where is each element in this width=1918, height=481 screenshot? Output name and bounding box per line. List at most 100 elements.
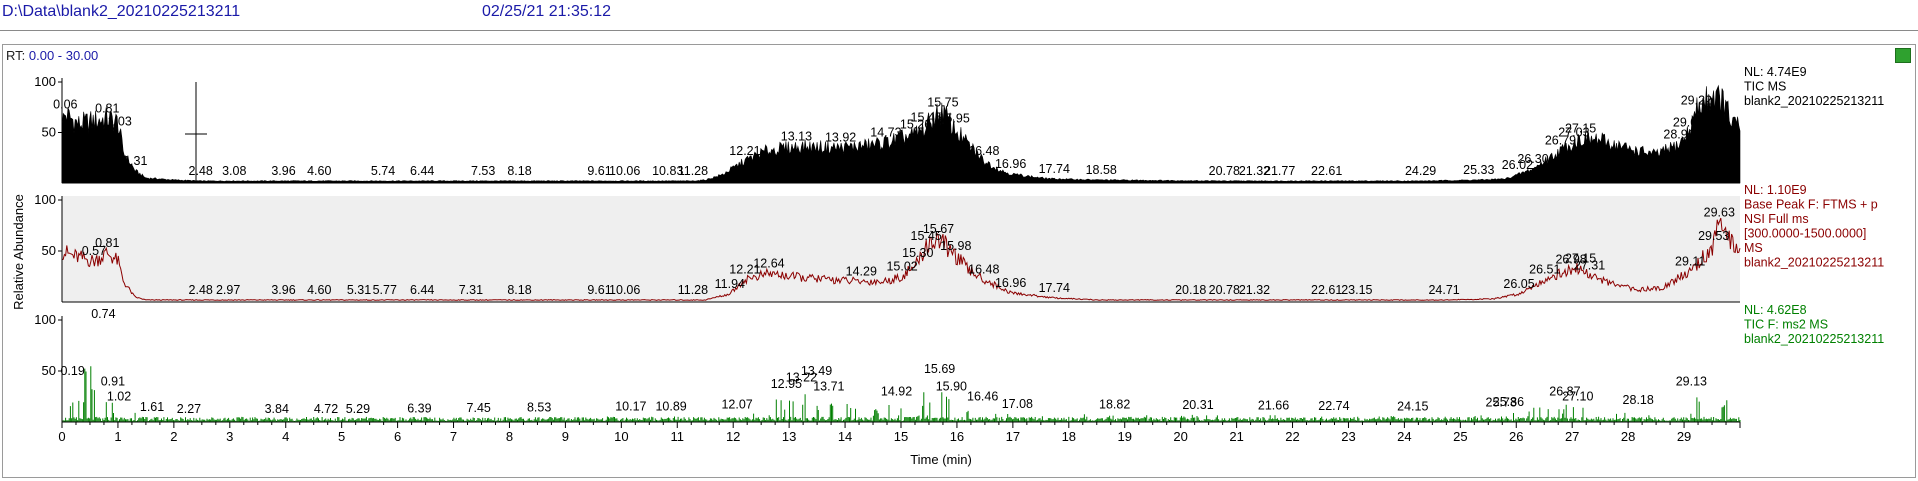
x-tick-label: 25: [1453, 429, 1467, 444]
y-tick-label: 100: [34, 312, 56, 327]
peak-label: 22.61: [1311, 283, 1342, 297]
x-tick-label: 29: [1677, 429, 1691, 444]
peak-label: 10.17: [615, 400, 646, 414]
peak-label: 15.75: [927, 95, 958, 109]
peak-label: 21.77: [1264, 164, 1295, 178]
peak-label: 10.89: [655, 399, 686, 413]
peak-label: 18.82: [1099, 398, 1130, 412]
peak-label: 26.79: [1545, 134, 1576, 148]
x-tick-label: 22: [1285, 429, 1299, 444]
peak-label: 27.03: [1558, 126, 1589, 140]
peak-label: 2.48: [189, 164, 213, 178]
peak-label: 12.07: [721, 397, 752, 411]
x-tick-label: 9: [562, 429, 569, 444]
peak-label: 29.22: [1681, 93, 1712, 107]
trace-info-line: MS: [1744, 241, 1763, 255]
x-tick-label: 2: [170, 429, 177, 444]
peak-label: 27.15: [1565, 251, 1596, 265]
peak-label: 11.28: [678, 164, 708, 178]
view-toggle-button[interactable]: [1895, 48, 1911, 63]
x-tick-label: 16: [950, 429, 964, 444]
peak-label: 15.02: [886, 260, 917, 274]
x-tick-label: 4: [282, 429, 289, 444]
peak-label: 0.74: [91, 307, 115, 321]
peak-label: 21.66: [1258, 399, 1289, 413]
y-tick-label: 100: [34, 192, 56, 207]
peak-label: 0.81: [95, 101, 119, 115]
peak-label: 15.30: [902, 246, 933, 260]
peak-label: 12.64: [753, 256, 784, 270]
rt-range-readout: RT: 0.00 - 30.00: [6, 48, 98, 63]
peak-label: 16.48: [968, 263, 999, 277]
peak-label: 10.06: [609, 283, 640, 297]
peak-label: 3.08: [222, 164, 246, 178]
y-tick-label: 50: [42, 243, 56, 258]
peak-label: 17.74: [1039, 162, 1070, 176]
peak-label: 0.06: [53, 97, 77, 111]
peak-label: 23.15: [1341, 283, 1372, 297]
x-tick-label: 13: [782, 429, 796, 444]
peak-label: 9.61: [587, 164, 611, 178]
peak-label: 5.31: [347, 283, 371, 297]
peak-label: 15.90: [936, 380, 967, 394]
x-axis-title: Time (min): [910, 452, 972, 467]
peak-label: 5.29: [346, 402, 370, 416]
peak-label: 14.29: [846, 265, 877, 279]
peak-label: 29.08: [1673, 116, 1704, 130]
x-tick-label: 20: [1173, 429, 1187, 444]
x-tick-label: 14: [838, 429, 852, 444]
x-tick-label: 0: [58, 429, 65, 444]
peak-label: 3.84: [265, 402, 289, 416]
peak-label: 20.78: [1209, 283, 1240, 297]
peak-label: 8.18: [507, 283, 531, 297]
peak-label: 13.22: [786, 370, 817, 384]
peak-label: 12.21: [729, 263, 760, 277]
trace-info-line: NSI Full ms: [1744, 212, 1809, 226]
peak-label: 4.60: [307, 164, 331, 178]
peak-label: 20.31: [1182, 398, 1213, 412]
peak-label: 13.92: [825, 131, 856, 145]
peak-label: 26.51: [1529, 263, 1560, 277]
peak-label: 15.95: [938, 111, 969, 125]
peak-label: 24.15: [1397, 400, 1428, 414]
peak-label: 6.44: [410, 283, 434, 297]
peak-label: 13.13: [781, 130, 812, 144]
trace-info-line: NL: 4.74E9: [1744, 65, 1807, 79]
x-tick-label: 1: [114, 429, 121, 444]
x-tick-label: 21: [1229, 429, 1243, 444]
peak-label: 6.39: [407, 401, 431, 415]
peak-label: 0.57: [82, 244, 106, 258]
peak-label: 26.30: [1517, 152, 1548, 166]
peak-label: 16.96: [995, 276, 1026, 290]
peak-label: 7.53: [471, 164, 495, 178]
x-tick-label: 15: [894, 429, 908, 444]
peak-label: 1.02: [107, 390, 131, 404]
peak-label: 25.73: [1486, 396, 1517, 410]
peak-label: 10.83: [652, 164, 683, 178]
peak-label: 28.18: [1623, 393, 1654, 407]
y-tick-label: 50: [42, 363, 56, 378]
peak-label: 9.61: [587, 283, 611, 297]
plot-background: [62, 196, 1740, 302]
x-tick-label: 5: [338, 429, 345, 444]
peak-label: 12.95: [771, 377, 802, 391]
y-tick-label: 100: [34, 74, 56, 89]
peak-label: 22.74: [1318, 399, 1349, 413]
x-tick-label: 18: [1062, 429, 1076, 444]
peak-label: 7.45: [467, 401, 491, 415]
rt-label: RT:: [6, 48, 26, 63]
trace-info-line: TIC MS: [1744, 80, 1786, 94]
trace-info-line: blank2_20210225213211: [1744, 256, 1884, 270]
peak-label: 27.10: [1562, 390, 1593, 404]
x-tick-label: 3: [226, 429, 233, 444]
peak-label: 12.21: [729, 144, 760, 158]
series-area-tic-ms: [61, 84, 1741, 184]
peak-label: 27.15: [1565, 122, 1596, 136]
peak-label: 26.05: [1503, 277, 1534, 291]
peak-label: 24.71: [1428, 283, 1459, 297]
panel-tic-ms2: 50 100 0.19 0.74 0.91 1.02 1.61 2.27 3.84 4.72 5.2…: [34, 303, 1884, 423]
trace-info-line: Base Peak F: FTMS + p: [1744, 198, 1878, 212]
trace-info-line: NL: 4.62E8: [1744, 303, 1807, 317]
peak-label: 4.60: [307, 283, 331, 297]
title-bar: D:\Data\blank2_20210225213211 02/25/21 2…: [0, 0, 1918, 31]
